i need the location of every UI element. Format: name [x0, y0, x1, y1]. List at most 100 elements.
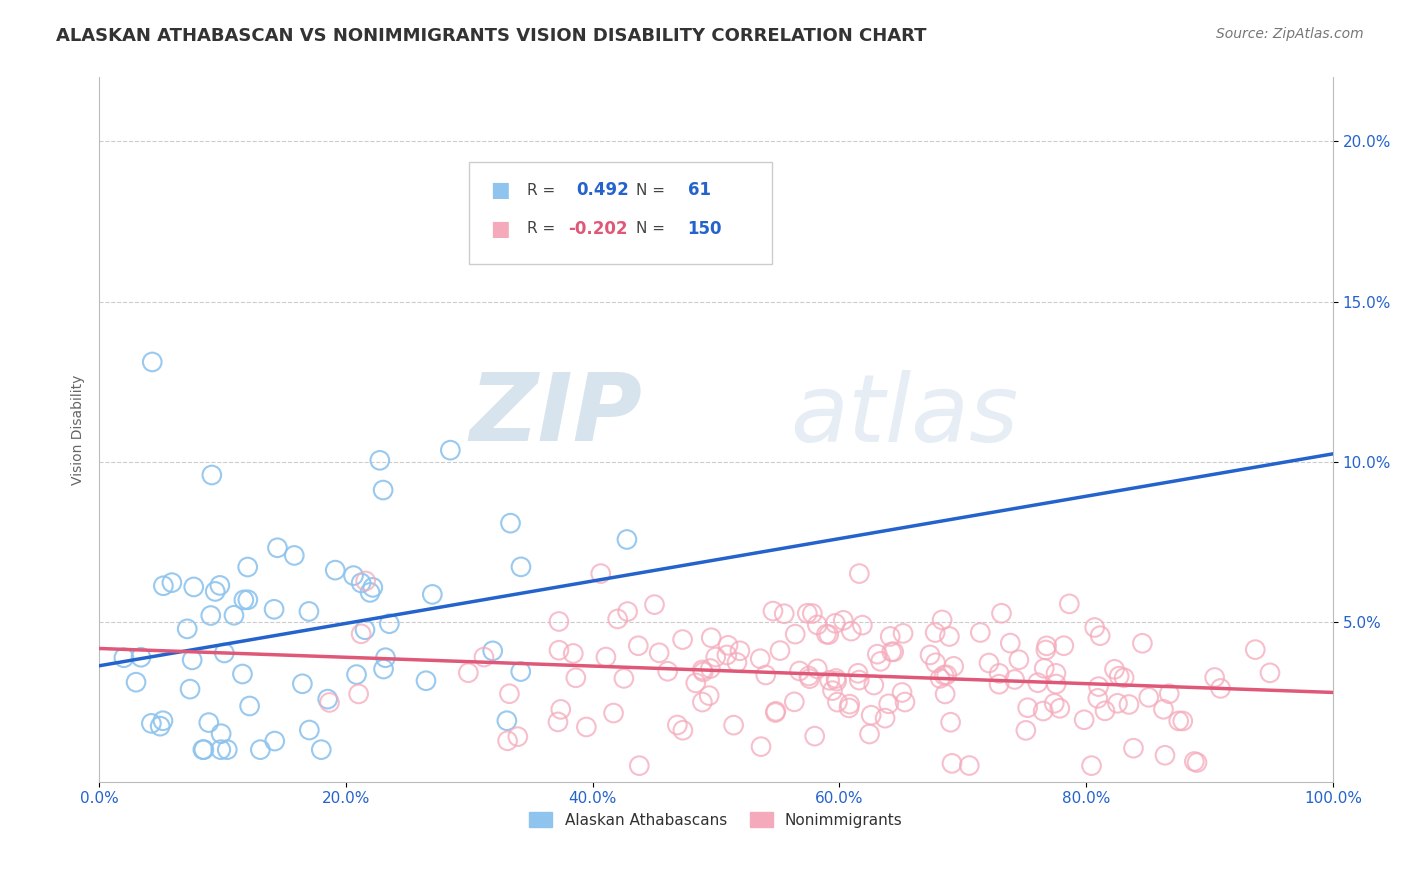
Point [765, 704, 787, 718]
Point [509, 665, 531, 679]
Point [232, 593, 254, 607]
Point [565, 671, 588, 685]
Point [149, 719, 172, 733]
Text: N =: N = [636, 183, 669, 198]
Point [368, 453, 391, 467]
Point [934, 687, 956, 701]
Point [208, 578, 231, 592]
Point [506, 730, 529, 744]
Point [716, 648, 738, 662]
Point [763, 706, 786, 720]
Point [648, 646, 671, 660]
Point [699, 661, 721, 675]
Point [201, 468, 224, 483]
Point [616, 533, 638, 547]
Point [941, 756, 963, 771]
Point [498, 687, 520, 701]
Point [762, 604, 785, 618]
Point [1049, 701, 1071, 715]
Text: Source: ZipAtlas.com: Source: ZipAtlas.com [1216, 27, 1364, 41]
Point [193, 742, 215, 756]
Text: ■: ■ [491, 219, 510, 239]
Text: R =: R = [527, 221, 561, 236]
Point [481, 644, 503, 658]
Text: ■: ■ [491, 180, 510, 200]
Point [1000, 636, 1022, 650]
Point [818, 673, 841, 688]
Text: R =: R = [527, 183, 561, 198]
Point [350, 575, 373, 590]
Point [1035, 643, 1057, 657]
Point [200, 608, 222, 623]
Point [1108, 669, 1130, 683]
Point [191, 742, 214, 756]
Point [924, 625, 946, 640]
Point [796, 607, 818, 621]
Point [1104, 662, 1126, 676]
Point [589, 566, 612, 581]
Point [181, 653, 204, 667]
Point [1154, 748, 1177, 763]
Text: -0.202: -0.202 [568, 219, 627, 238]
Point [815, 627, 838, 641]
Point [873, 711, 896, 725]
Text: ALASKAN ATHABASCAN VS NONIMMIGRANTS VISION DISABILITY CORRELATION CHART: ALASKAN ATHABASCAN VS NONIMMIGRANTS VISI… [56, 27, 927, 45]
Point [1122, 741, 1144, 756]
Point [1258, 665, 1281, 680]
Point [860, 708, 883, 723]
Point [825, 674, 848, 689]
Y-axis label: Vision Disability: Vision Disability [72, 375, 86, 484]
Point [851, 618, 873, 632]
Point [222, 608, 245, 623]
Point [354, 623, 377, 637]
Point [236, 560, 259, 574]
Point [1053, 639, 1076, 653]
Point [627, 639, 650, 653]
Point [957, 758, 980, 772]
Point [112, 650, 135, 665]
Point [602, 706, 624, 720]
FancyBboxPatch shape [470, 162, 772, 264]
Point [969, 625, 991, 640]
Point [728, 644, 751, 658]
Point [1045, 666, 1067, 681]
Point [773, 607, 796, 621]
Point [877, 697, 900, 711]
Point [266, 541, 288, 555]
Point [891, 626, 914, 640]
Text: 0.492: 0.492 [576, 181, 630, 199]
Point [866, 647, 889, 661]
Point [755, 668, 778, 682]
Point [1167, 714, 1189, 728]
Point [825, 672, 848, 686]
Point [1087, 691, 1109, 706]
Point [806, 618, 828, 632]
Point [799, 672, 821, 686]
Point [1094, 704, 1116, 718]
Point [848, 673, 870, 687]
Point [562, 647, 585, 661]
Point [311, 742, 333, 756]
Point [1244, 642, 1267, 657]
Point [938, 630, 960, 644]
Point [749, 739, 772, 754]
Point [347, 687, 370, 701]
Point [657, 665, 679, 679]
Point [263, 734, 285, 748]
Point [723, 718, 745, 732]
Point [283, 549, 305, 563]
Point [291, 677, 314, 691]
Point [496, 714, 519, 728]
Point [197, 715, 219, 730]
Point [672, 723, 695, 738]
Point [883, 645, 905, 659]
Point [183, 580, 205, 594]
Point [323, 563, 346, 577]
Point [373, 662, 395, 676]
Point [697, 689, 720, 703]
Point [548, 643, 571, 657]
Point [1204, 671, 1226, 685]
Point [862, 678, 884, 692]
Point [894, 695, 917, 709]
Point [350, 627, 373, 641]
